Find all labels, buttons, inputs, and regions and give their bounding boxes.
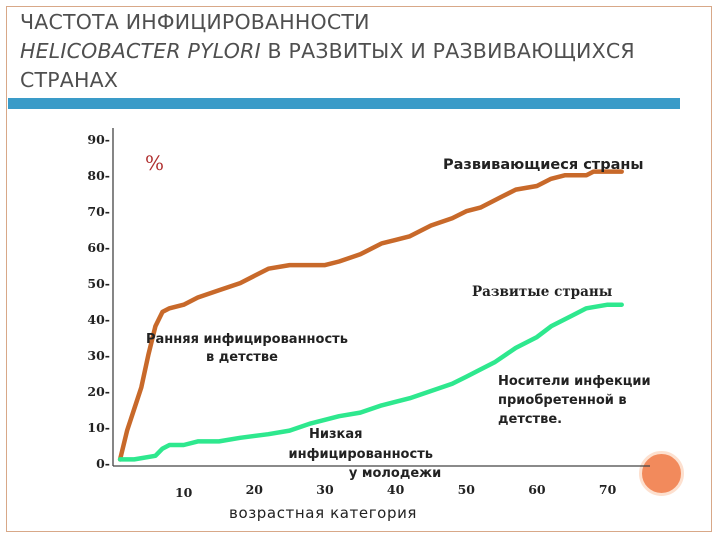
annotation-carriers: Носители инфекции приобретенной в детств… bbox=[498, 374, 655, 427]
y-tick-label: 90- bbox=[87, 132, 110, 147]
y-axis-label: % bbox=[145, 151, 164, 175]
series-line-developed bbox=[117, 302, 624, 462]
x-axis-label: возрастная категория bbox=[229, 504, 417, 522]
annotation-carriers-line-1: Носители инфекции bbox=[498, 374, 651, 389]
annotation-early: Ранняя инфицированность в детстве bbox=[146, 332, 352, 365]
y-tick-label: 10- bbox=[87, 420, 110, 435]
title-rule bbox=[8, 98, 680, 109]
slide-title: ЧАСТОТА ИНФИЦИРОВАННОСТИ HELICOBACTER PY… bbox=[20, 8, 660, 95]
x-tick-label: 70 bbox=[599, 482, 617, 497]
annotation-carriers-line-2: приобретенной в bbox=[498, 393, 627, 408]
annotation-low-line-3: у молодежи bbox=[349, 466, 441, 481]
series-line-developing bbox=[117, 169, 624, 462]
x-tick-label: 60 bbox=[528, 482, 546, 497]
x-tick-label: 20 bbox=[246, 482, 264, 497]
title-part-1: ЧАСТОТА ИНФИЦИРОВАННОСТИ bbox=[20, 10, 370, 34]
y-tick-label: 40- bbox=[87, 312, 110, 327]
series-label-developing: Развивающиеся страны bbox=[443, 157, 644, 173]
title-part-3: В РАЗВИТЫХ И РАЗВИВАЮЩИХСЯ СТРАНАХ bbox=[20, 39, 635, 92]
y-tick-label: 70- bbox=[87, 204, 110, 219]
x-tick-label: 50 bbox=[458, 482, 476, 497]
x-tick-label: 10 bbox=[175, 485, 193, 500]
y-tick-label: 80- bbox=[87, 168, 110, 183]
x-tick-label: 40 bbox=[387, 482, 405, 497]
x-tick-label: 30 bbox=[316, 482, 334, 497]
corner-ornament bbox=[639, 451, 684, 496]
annotation-early-line-2: в детстве bbox=[206, 350, 278, 365]
slide-frame bbox=[6, 6, 712, 532]
annotation-low-line-1: Низкая bbox=[309, 427, 363, 442]
annotation-early-line-1: Ранняя инфицированность bbox=[146, 332, 348, 347]
y-tick-label: 50- bbox=[87, 276, 110, 291]
title-part-2: HELICOBACTER PYLORI bbox=[20, 39, 261, 63]
y-tick-label: 60- bbox=[87, 240, 110, 255]
annotation-low-line-2: инфицированность bbox=[289, 447, 433, 462]
y-tick-label: 20- bbox=[87, 384, 110, 399]
annotation-carriers-line-3: детстве. bbox=[498, 412, 562, 427]
annotation-low: Низкая инфицированность у молодежи bbox=[289, 427, 442, 481]
y-tick-label: 0- bbox=[96, 456, 110, 471]
y-tick-label: 30- bbox=[87, 348, 110, 363]
series-label-developed: Развитые страны bbox=[472, 284, 613, 300]
